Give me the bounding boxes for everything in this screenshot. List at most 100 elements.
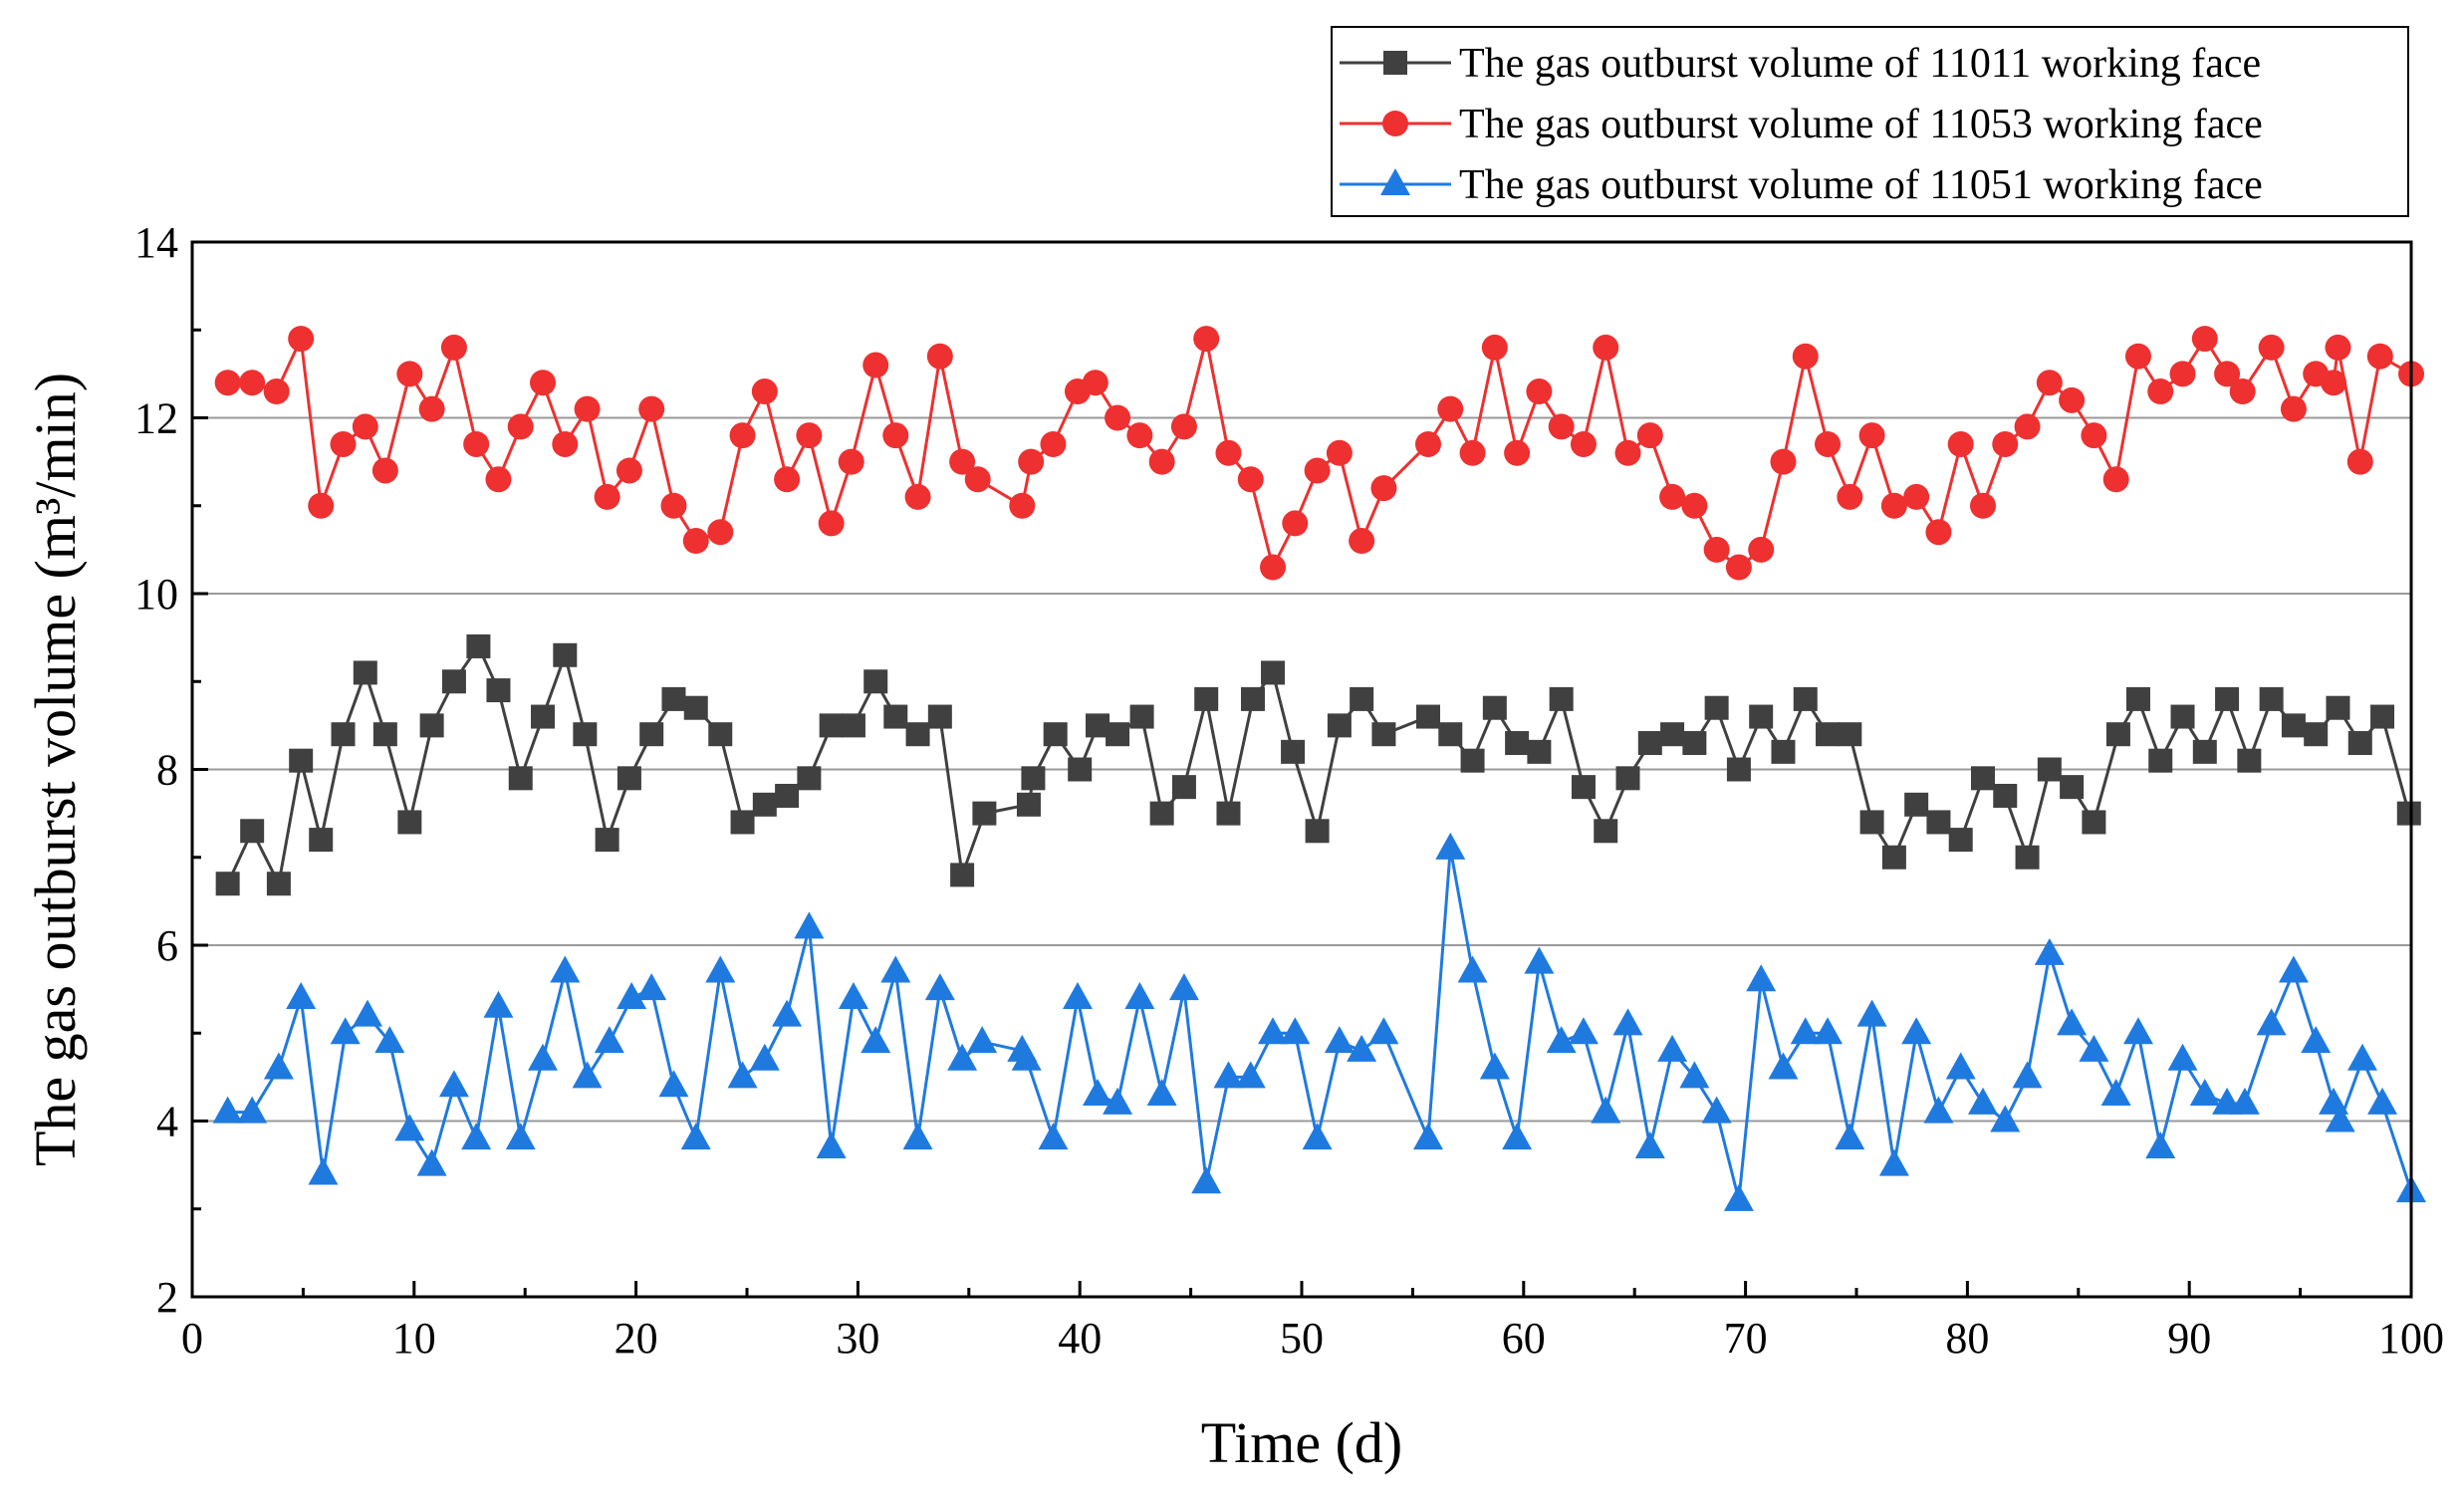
data-point: [1679, 1061, 1710, 1089]
series-line: [226, 642, 2411, 888]
data-point: [353, 660, 377, 685]
data-point: [2122, 1017, 2153, 1045]
data-point: [1280, 1017, 1311, 1045]
data-point: [528, 1043, 559, 1071]
data-point: [1324, 1026, 1355, 1054]
series-3: [212, 832, 2426, 1211]
data-point: [2237, 748, 2262, 773]
data-point: [2370, 704, 2395, 729]
data-point: [486, 678, 511, 703]
data-point: [616, 981, 647, 1009]
data-point: [2105, 722, 2130, 747]
data-point: [1021, 766, 1046, 791]
data-point: [1415, 704, 1440, 729]
data-point: [594, 483, 620, 510]
data-point: [1350, 686, 1374, 711]
data-point: [2148, 748, 2173, 773]
data-point: [1723, 1183, 1754, 1211]
data-point: [1083, 1079, 1113, 1107]
data-point: [2280, 395, 2307, 422]
data-point: [419, 713, 444, 738]
data-point: [1903, 483, 1930, 510]
data-point: [1790, 1017, 1821, 1045]
data-point: [816, 1130, 847, 1158]
data-point: [1326, 439, 1353, 466]
x-tick-label: 0: [181, 1314, 203, 1363]
data-point: [440, 334, 467, 361]
data-point: [1970, 766, 1995, 791]
x-tick-label: 40: [1058, 1314, 1102, 1363]
data-point: [1792, 343, 1819, 370]
data-point: [1768, 1052, 1799, 1080]
data-point: [1018, 448, 1045, 475]
data-point: [485, 466, 512, 493]
data-point: [1793, 686, 1818, 711]
data-point: [1947, 430, 1974, 457]
data-point: [215, 872, 240, 896]
data-point: [483, 990, 514, 1018]
data-point: [730, 810, 755, 835]
data-point: [2301, 1026, 2332, 1054]
legend-box: [1331, 26, 2409, 217]
data-point: [880, 955, 911, 983]
data-point: [1260, 554, 1287, 581]
data-point: [1880, 492, 1907, 519]
data-point: [1992, 430, 2019, 457]
data-point: [1216, 801, 1241, 826]
data-point: [2346, 1043, 2377, 1071]
data-point: [950, 863, 975, 887]
data-point: [752, 792, 777, 817]
data-point: [1011, 1043, 1042, 1071]
data-point: [1213, 1061, 1244, 1089]
y-tick-label: 2: [156, 1273, 178, 1322]
y-tick-label: 12: [134, 394, 178, 443]
data-point: [1302, 1123, 1333, 1150]
data-point: [775, 783, 800, 808]
data-point: [1701, 1096, 1732, 1124]
data-point: [1593, 334, 1619, 361]
data-point: [2167, 1043, 2198, 1071]
data-point: [616, 457, 642, 484]
data-point: [1878, 1148, 1909, 1176]
data-point: [1193, 326, 1220, 353]
data-point: [683, 695, 708, 720]
data-point: [1261, 660, 1286, 685]
data-point: [819, 713, 844, 738]
x-tick-label: 90: [2167, 1314, 2211, 1363]
data-point: [1412, 1123, 1443, 1150]
data-point: [772, 999, 803, 1027]
data-point: [330, 430, 357, 457]
data-point: [2014, 413, 2041, 440]
data-point: [1258, 1017, 1289, 1045]
data-point: [2189, 1079, 2220, 1107]
data-point: [1659, 483, 1686, 510]
series-1: [215, 633, 2421, 896]
data-point: [573, 722, 598, 747]
data-point: [1040, 430, 1067, 457]
data-point: [1835, 1123, 1865, 1150]
data-point: [1086, 713, 1110, 738]
data-point: [1370, 475, 1397, 502]
data-point: [838, 981, 868, 1009]
data-point: [1526, 378, 1553, 405]
data-point: [1591, 1096, 1621, 1124]
data-point: [1068, 757, 1093, 782]
data-point: [2319, 1087, 2349, 1115]
legend-item: The gas outburst volume of 11051 working…: [1340, 162, 2263, 208]
data-point: [682, 528, 709, 555]
data-point: [1146, 1079, 1177, 1107]
data-point: [1725, 554, 1752, 581]
data-point: [2229, 1087, 2260, 1115]
data-point: [705, 955, 736, 983]
data-point: [1926, 810, 1951, 835]
data-point: [550, 955, 581, 983]
data-point: [2281, 713, 2306, 738]
data-point: [1945, 1052, 1976, 1080]
data-point: [1571, 775, 1596, 800]
data-point: [751, 378, 778, 405]
data-point: [967, 1026, 998, 1054]
data-point: [594, 1026, 624, 1054]
y-tick-label: 8: [156, 746, 178, 795]
data-point: [749, 1043, 780, 1071]
